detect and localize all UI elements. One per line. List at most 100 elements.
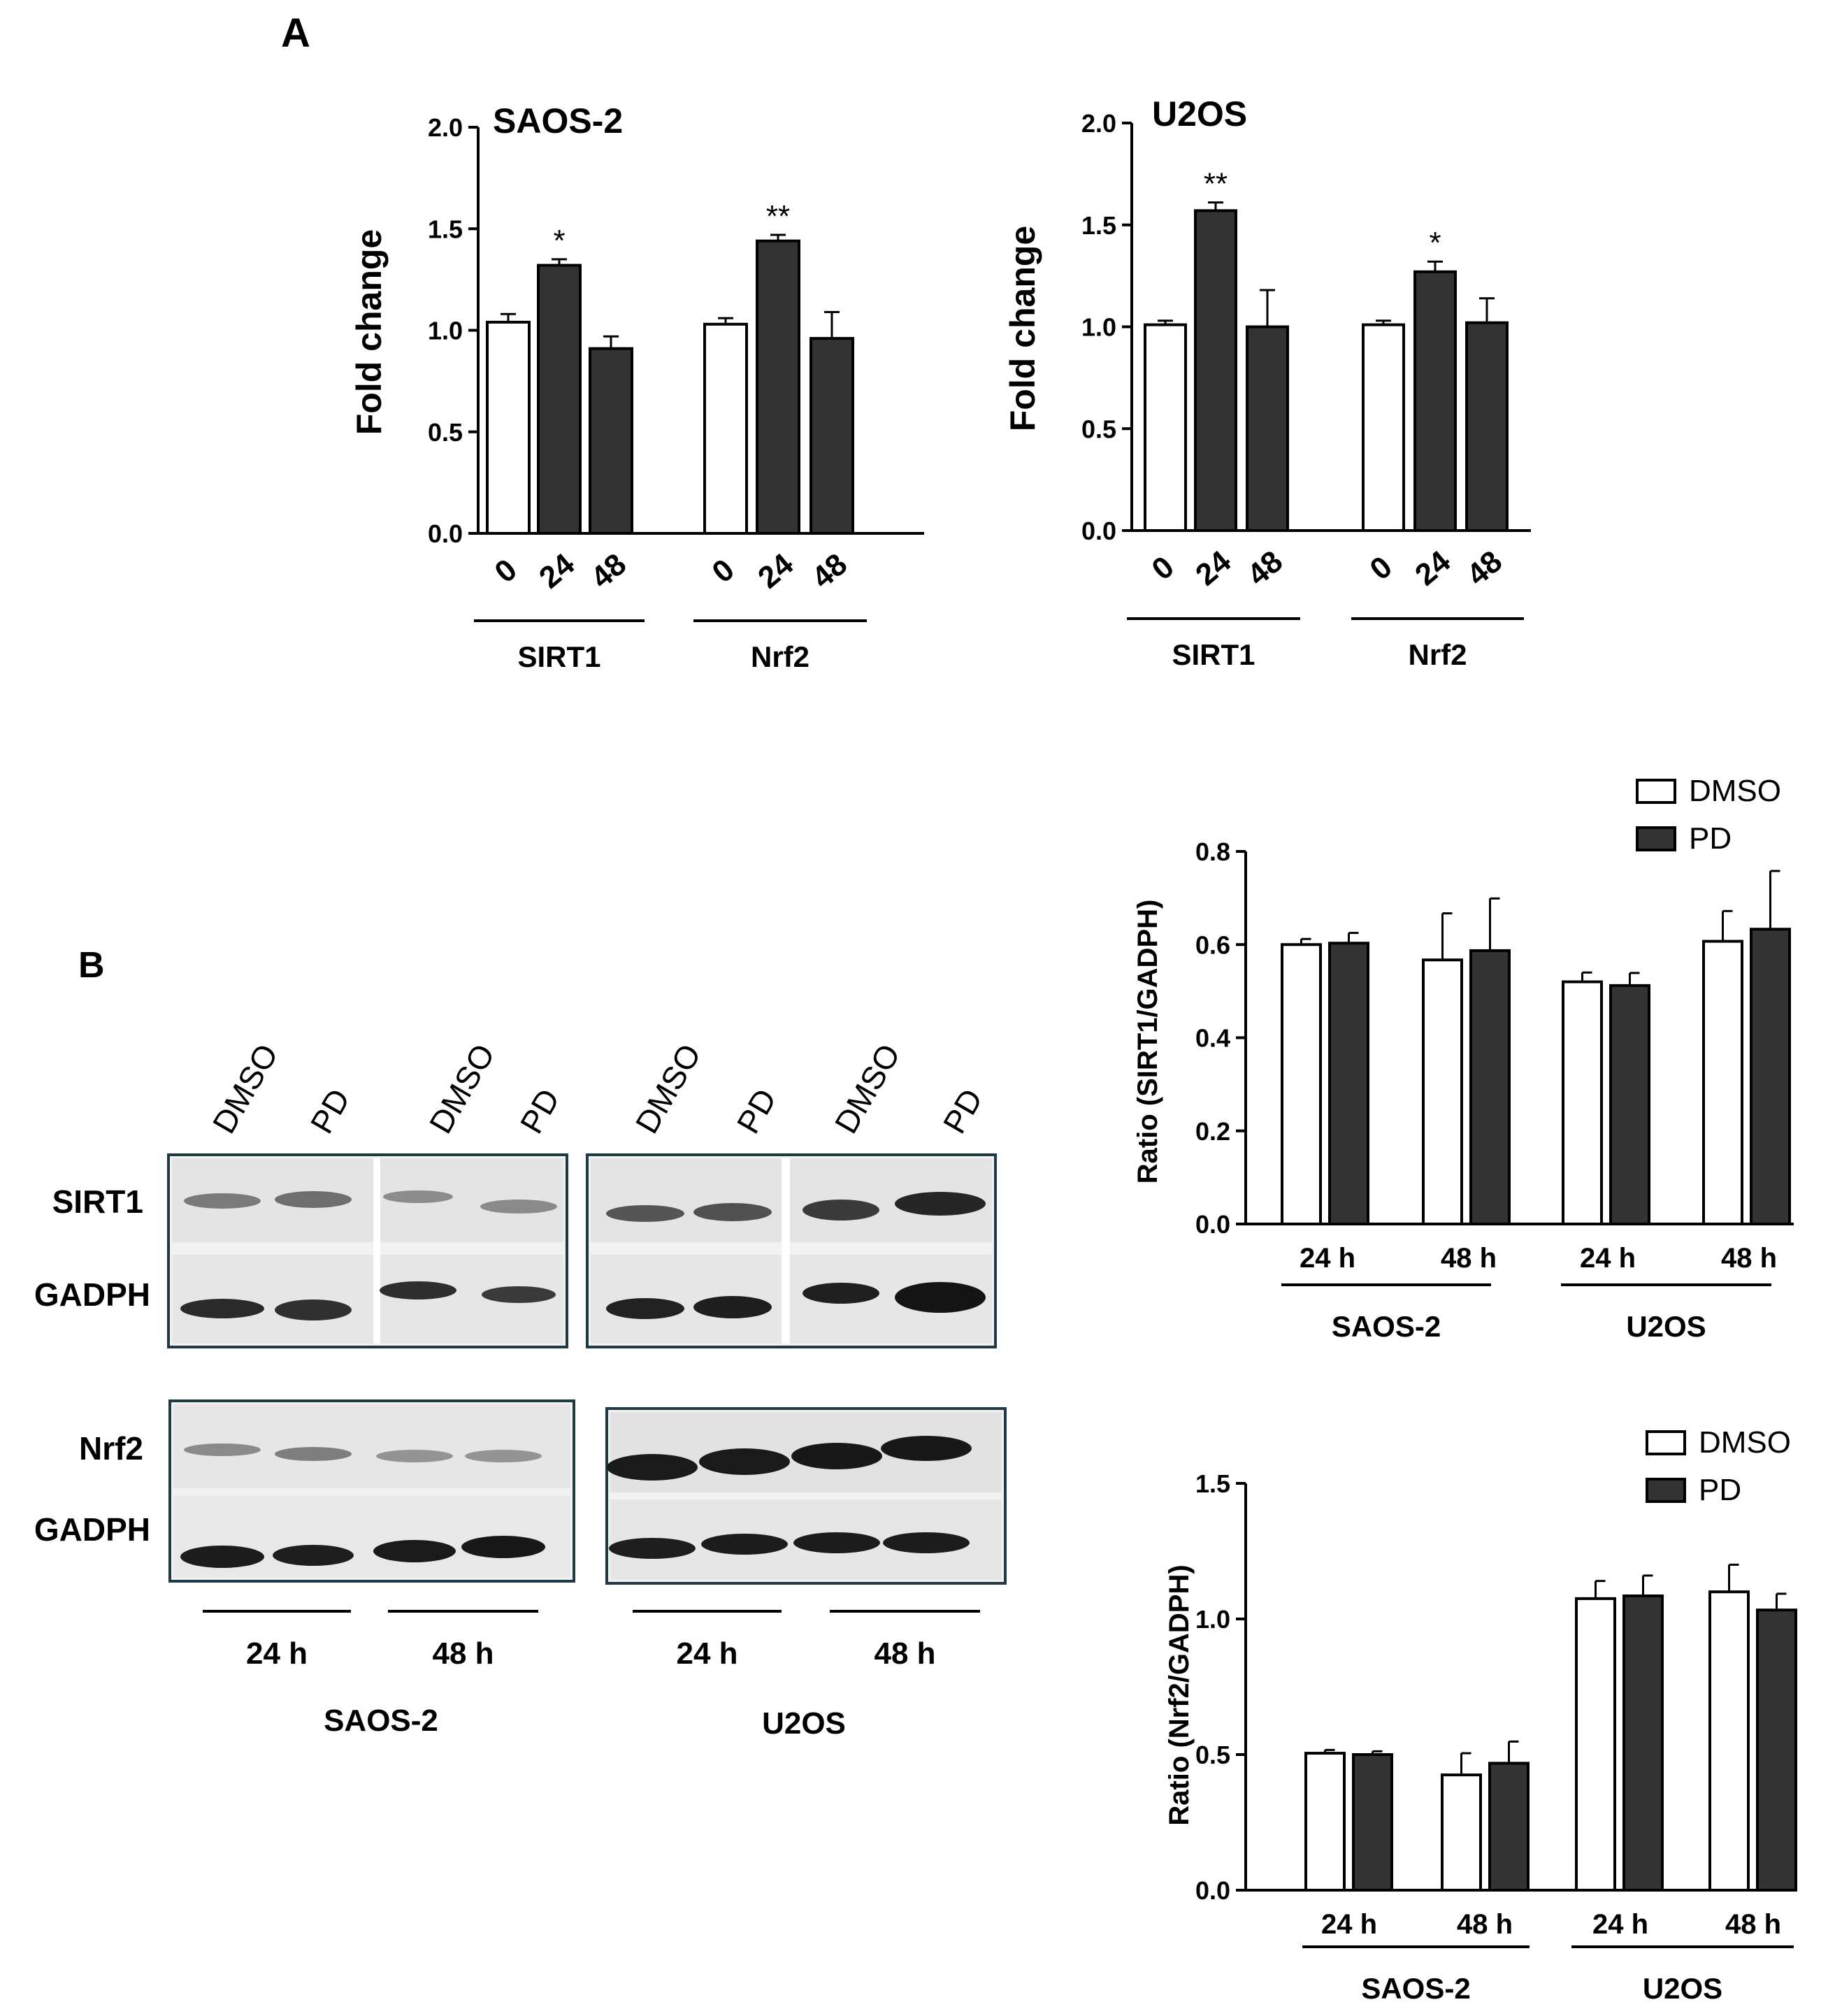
blot-band <box>376 1450 453 1462</box>
significance-label: * <box>553 224 565 258</box>
blot-band <box>275 1447 352 1461</box>
group-label: Nrf2 <box>751 640 809 673</box>
lane-label: PD <box>513 1083 567 1139</box>
bar-dmso <box>1702 939 1743 1226</box>
x-tick-label: 48 <box>1241 544 1289 592</box>
y-tick-label: 1.0 <box>428 317 463 345</box>
bar-dmso <box>1281 943 1322 1225</box>
y-tick-label: 0.5 <box>1195 1741 1230 1769</box>
y-tick-label: 0.4 <box>1195 1024 1230 1053</box>
group-label: SIRT1 <box>517 640 600 673</box>
y-axis-label: Fold change <box>350 229 389 435</box>
x-tick-label: 0 <box>1146 549 1181 586</box>
blot-band <box>701 1534 788 1555</box>
blot-band <box>693 1296 772 1318</box>
x-tick-label: 48 <box>805 547 854 595</box>
significance-label: ** <box>766 199 790 233</box>
nrf2-ratio-chart: 0.0 0.5 1.0 1.5 Ratio (Nrf2/GADPH) DMSO PD 24 h… <box>1164 1425 1797 2005</box>
legend-label: DMSO <box>1689 774 1781 808</box>
blot-band <box>461 1536 545 1558</box>
blot-band <box>275 1299 352 1320</box>
blot-row-label: Nrf2 <box>79 1430 143 1467</box>
y-tick-label: 0.6 <box>1195 930 1230 959</box>
blot-band <box>380 1281 456 1299</box>
y-tick-label: 0.8 <box>1195 837 1230 866</box>
blot-band <box>184 1193 261 1209</box>
y-tick-label: 0.0 <box>1195 1210 1230 1239</box>
blot-band <box>881 1436 972 1461</box>
legend-label: DMSO <box>1699 1425 1791 1460</box>
bar <box>1465 321 1509 532</box>
x-tick-label: 24 h <box>1592 1909 1648 1940</box>
legend-swatch-pd <box>1636 826 1676 851</box>
y-tick-label: 1.0 <box>1081 313 1116 342</box>
x-tick-label: 0 <box>489 552 524 589</box>
bar <box>1194 209 1237 532</box>
bar-pd <box>1756 1608 1797 1892</box>
group-label: SIRT1 <box>1172 638 1255 671</box>
blot-band <box>184 1443 261 1456</box>
blot-band <box>883 1532 970 1553</box>
bar <box>703 322 748 535</box>
bar-pd <box>1488 1762 1530 1892</box>
legend-swatch-dmso <box>1636 779 1676 804</box>
lane-label: PD <box>730 1083 784 1139</box>
blot-band <box>793 1532 880 1553</box>
blot-band <box>699 1448 790 1475</box>
bar <box>1144 323 1187 532</box>
x-tick-label: 24 h <box>1580 1243 1636 1274</box>
bar <box>589 347 633 535</box>
blot-band <box>606 1205 684 1222</box>
blot-band <box>895 1192 986 1216</box>
blot-band <box>609 1538 696 1559</box>
bar <box>486 320 531 535</box>
blot-row-label: GADPH <box>34 1276 150 1313</box>
blot-band <box>480 1200 557 1214</box>
legend-label: PD <box>1689 821 1732 856</box>
lane-label: PD <box>303 1083 357 1139</box>
blot-band <box>606 1298 684 1319</box>
x-tick-label: 48 h <box>1725 1909 1781 1940</box>
blot-band <box>180 1546 264 1568</box>
y-tick-label: 1.5 <box>428 215 463 243</box>
lane-label: DMSO <box>206 1037 285 1139</box>
blot-row-label: SIRT1 <box>52 1183 143 1220</box>
x-tick-label: 24 <box>1409 544 1457 592</box>
y-axis-label: Ratio (SIRT1/GADPH) <box>1132 900 1163 1184</box>
y-axis-label: Fold change <box>1003 226 1042 431</box>
bar <box>1246 325 1289 532</box>
blot-band <box>803 1283 879 1304</box>
y-tick-label: 1.5 <box>1195 1469 1230 1498</box>
blot-band <box>482 1286 556 1303</box>
bar-dmso <box>1304 1752 1346 1892</box>
y-tick-label: 0.0 <box>428 519 463 548</box>
blot-cell-line-label: U2OS <box>762 1706 846 1741</box>
bar <box>1413 270 1457 532</box>
blot-band <box>895 1282 986 1313</box>
lane-label: DMSO <box>422 1037 502 1139</box>
blot-band <box>465 1450 542 1462</box>
blot-band <box>607 1454 698 1481</box>
y-tick-label: 0.5 <box>1081 415 1116 443</box>
x-tick-label: 48 h <box>1441 1243 1497 1274</box>
y-tick-label: 0.5 <box>428 418 463 447</box>
blot-band <box>373 1540 456 1562</box>
y-tick-label: 1.5 <box>1081 211 1116 240</box>
bar <box>756 239 800 535</box>
blot-time-label: 48 h <box>432 1636 494 1671</box>
y-tick-label: 1.0 <box>1195 1605 1230 1634</box>
x-tick-label: 48 <box>584 547 633 595</box>
legend-swatch-pd <box>1646 1478 1686 1503</box>
x-tick-label: 48 h <box>1457 1909 1513 1940</box>
blot-splice-gap <box>373 1158 380 1344</box>
y-tick-label: 2.0 <box>1081 109 1116 138</box>
blot-splice-gap <box>782 1158 790 1344</box>
bar <box>809 337 854 535</box>
bar-pd <box>1352 1753 1393 1892</box>
blot-band <box>180 1299 264 1318</box>
x-tick-label: 0 <box>706 552 741 589</box>
bar-pd <box>1622 1594 1664 1892</box>
